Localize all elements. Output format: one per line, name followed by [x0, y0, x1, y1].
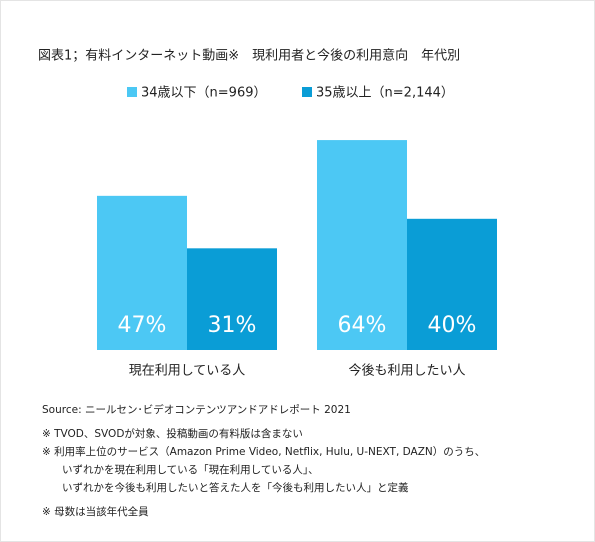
value-label: 40%	[428, 313, 477, 338]
value-label: 47%	[118, 313, 167, 338]
value-label: 64%	[338, 313, 387, 338]
bar	[97, 195, 187, 350]
bar	[317, 140, 407, 350]
legend-label: 34歳以下（n=969）	[141, 86, 267, 101]
footnote: ※ 利用率上位のサービス（Amazon Prime Video, Netflix…	[42, 445, 485, 458]
footnote: いずれかを現在利用している「現在利用している人」、	[62, 464, 319, 476]
legend-swatch	[127, 87, 137, 97]
bar	[187, 248, 277, 350]
legend-swatch	[302, 87, 312, 97]
chart-title: 図表1；有料インターネット動画※ 現利用者と今後の利用意向 年代別	[38, 48, 460, 64]
category-label: 現在利用している人	[129, 364, 246, 379]
footnote: ※ 母数は当該年代全員	[42, 505, 149, 518]
legend-label: 35歳以上（n=2,144）	[316, 86, 454, 101]
footnote: Source: ニールセン･ビデオコンテンツアンドアドレポート 2021	[42, 403, 351, 416]
footnote: ※ TVOD、SVODが対象、投稿動画の有料版は含まない	[42, 427, 303, 440]
value-label: 31%	[208, 313, 257, 338]
category-label: 今後も利用したい人	[348, 363, 465, 379]
bar	[407, 218, 497, 350]
footnote: いずれかを今後も利用したいと答えた人を「今後も利用したい人」と定義	[62, 481, 409, 494]
